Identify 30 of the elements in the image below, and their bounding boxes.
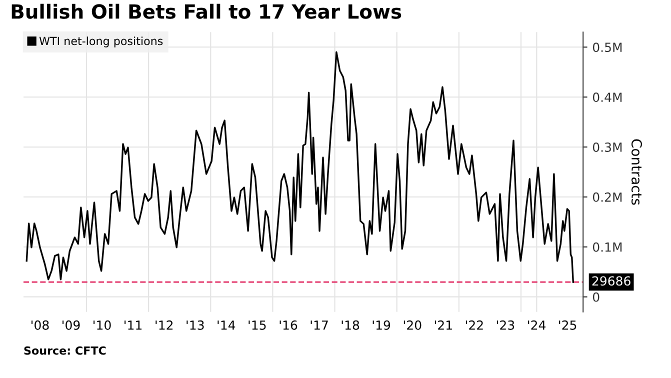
line-series bbox=[26, 51, 574, 283]
source-note: Source: CFTC bbox=[24, 346, 106, 355]
x-tick-label: '24 bbox=[528, 320, 546, 330]
x-tick-label: '18 bbox=[342, 320, 360, 330]
x-tick-label: '22 bbox=[466, 320, 483, 330]
y-tick-label: 0.1M bbox=[592, 242, 622, 252]
x-tick-label: '20 bbox=[404, 320, 422, 330]
x-tick-label: '16 bbox=[280, 320, 298, 330]
y-tick-label: 0.4M bbox=[592, 92, 622, 102]
x-tick-label: '25 bbox=[559, 320, 576, 330]
y-axis-title: Contracts bbox=[631, 139, 642, 205]
y-tick-label: 0 bbox=[592, 292, 600, 302]
x-tick-label: '21 bbox=[434, 320, 452, 330]
y-tick-label: 0.3M bbox=[592, 142, 622, 152]
x-tick-label: '19 bbox=[372, 320, 390, 330]
x-tick-label: '11 bbox=[124, 320, 142, 330]
x-tick-label: '09 bbox=[62, 320, 80, 330]
ref-line-label: 29686 bbox=[592, 276, 630, 286]
x-tick-label: '08 bbox=[32, 320, 49, 330]
y-tick-label: 0.5M bbox=[592, 42, 622, 52]
legend-label: WTI net-long positions bbox=[39, 36, 163, 48]
x-tick-label: '14 bbox=[218, 320, 236, 330]
x-tick-label: '15 bbox=[248, 320, 266, 330]
x-tick-label: '17 bbox=[310, 320, 328, 330]
y-tick-label: 0.2M bbox=[592, 192, 622, 202]
x-tick-label: '12 bbox=[156, 320, 173, 330]
x-tick-label: '10 bbox=[94, 320, 111, 330]
chart-title: Bullish Oil Bets Fall to 17 Year Lows bbox=[12, 4, 402, 19]
x-tick-label: '23 bbox=[496, 320, 514, 330]
x-tick-label: '13 bbox=[186, 320, 204, 330]
